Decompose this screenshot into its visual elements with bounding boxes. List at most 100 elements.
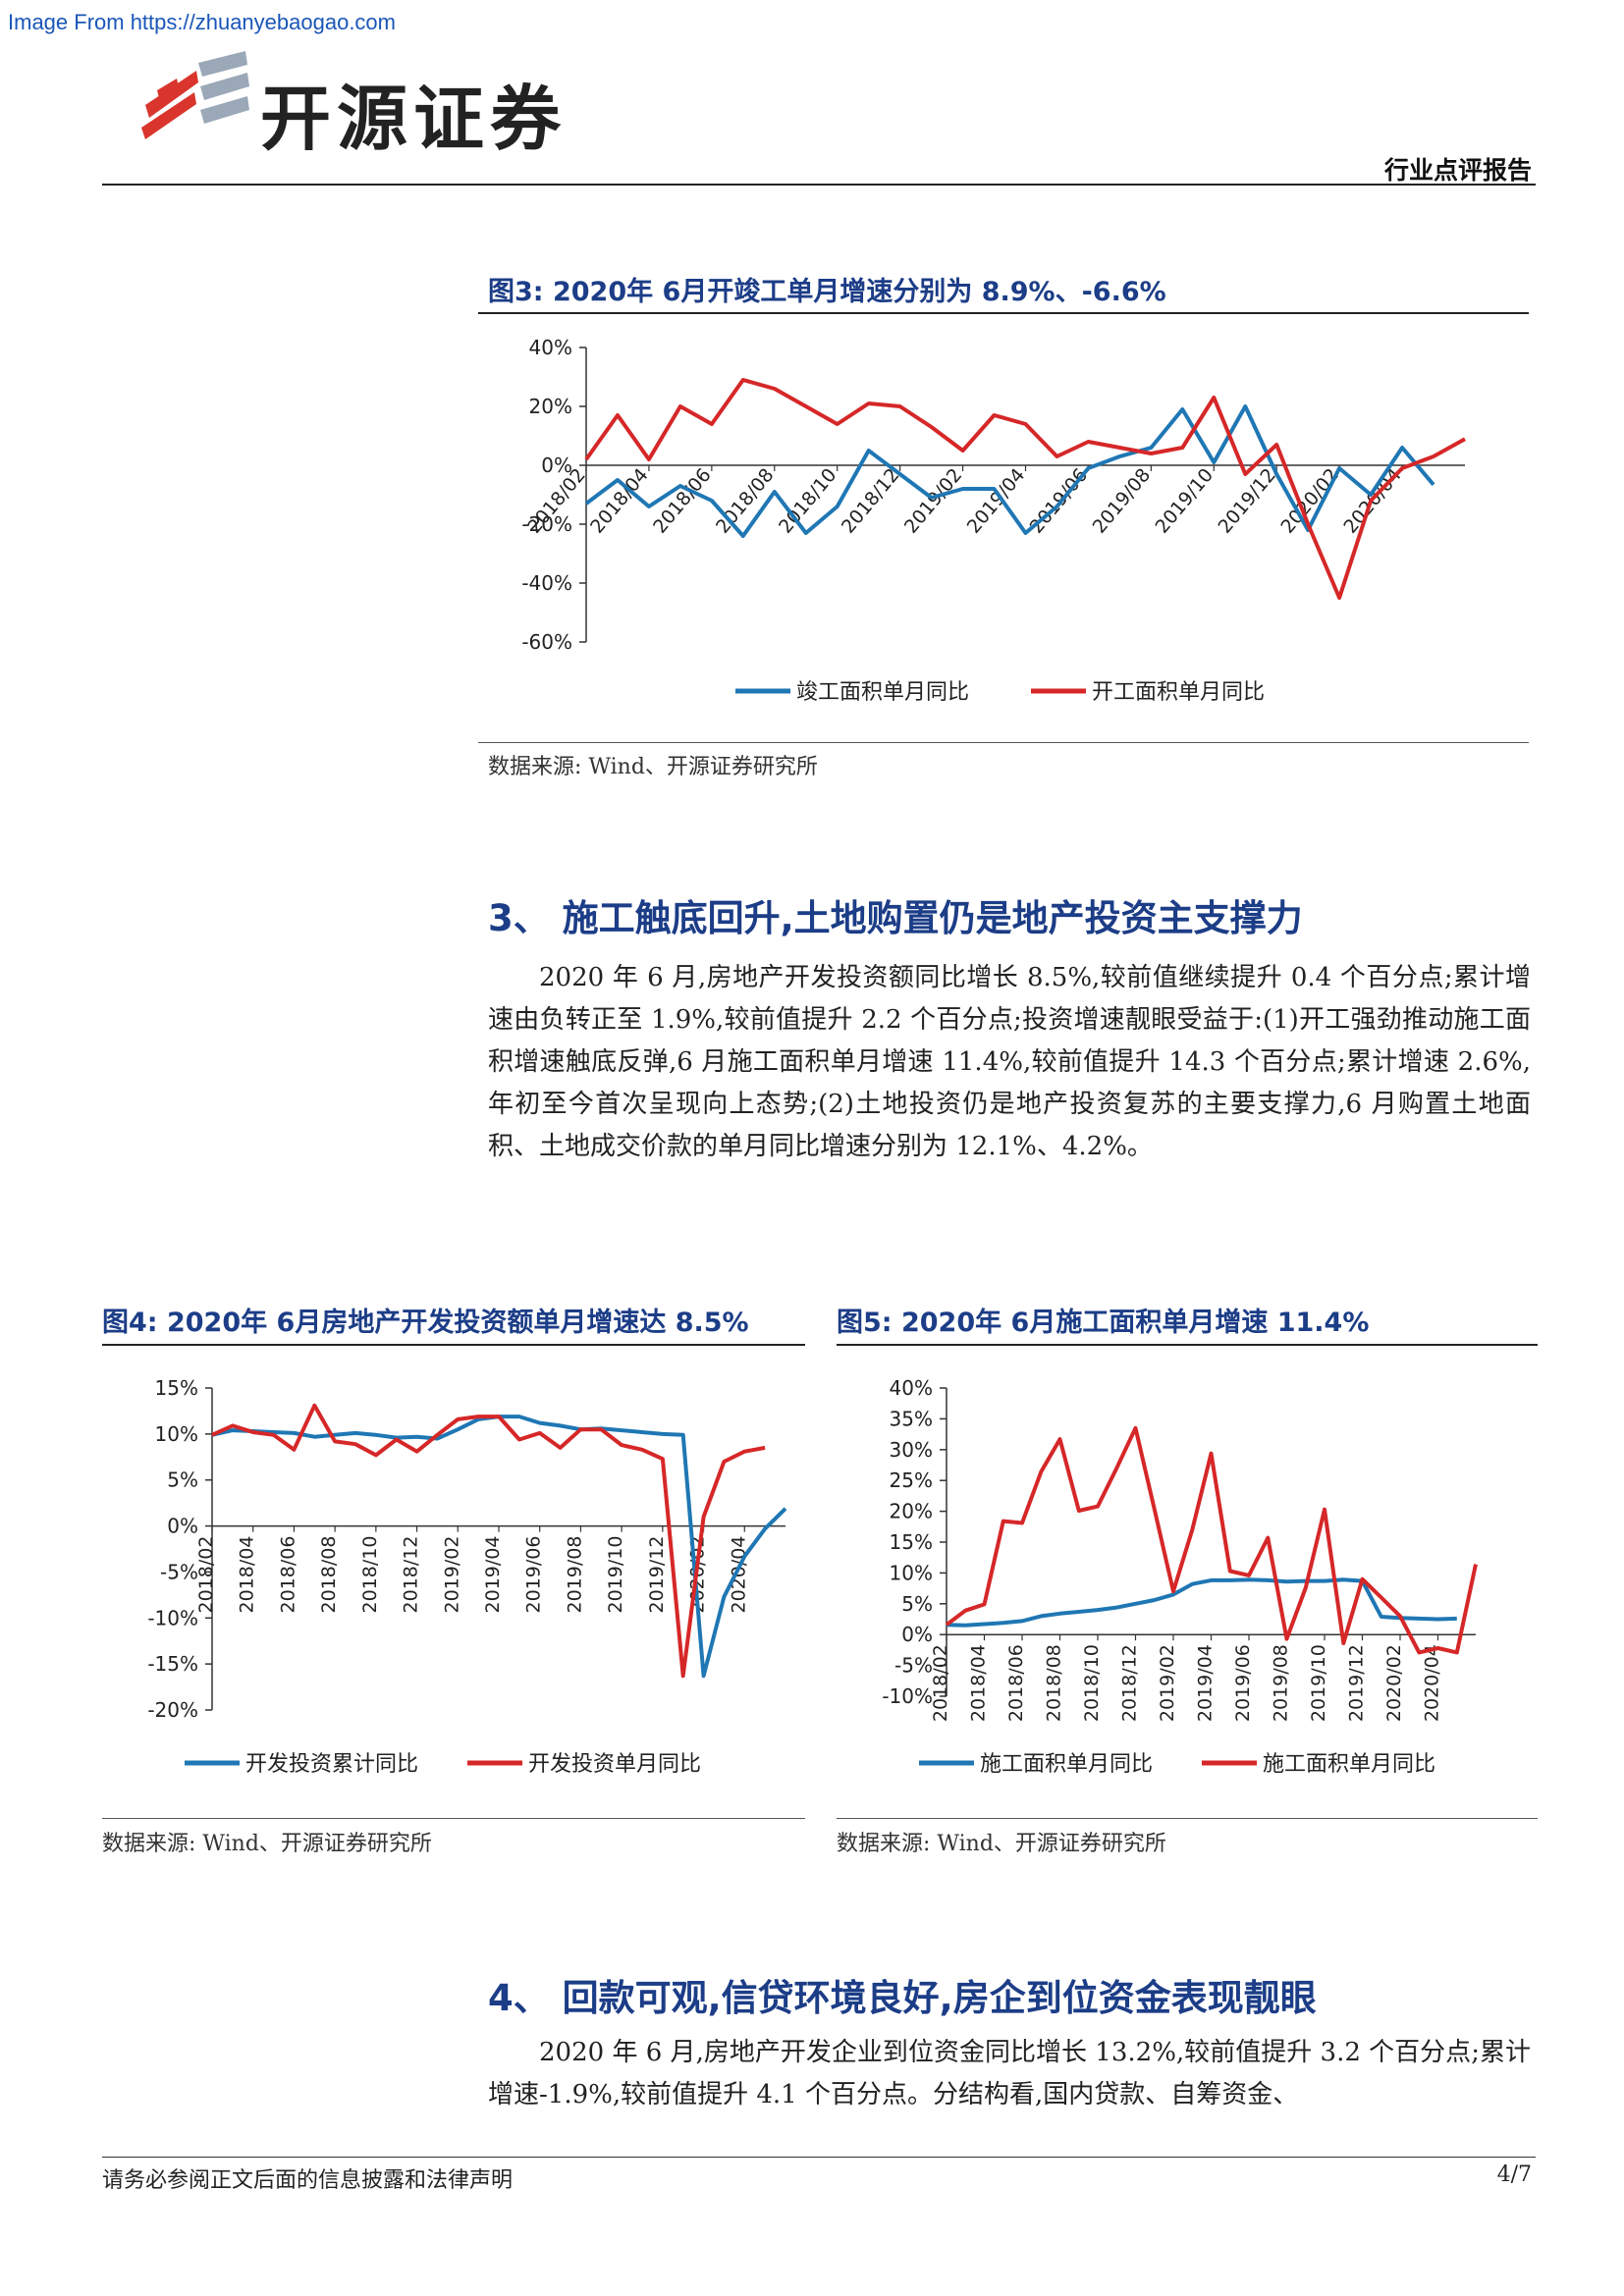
x-tick-label: 2019/04	[1195, 1644, 1217, 1722]
brand-name: 开源证券	[260, 78, 568, 160]
y-tick-label: -5%	[894, 1654, 933, 1678]
y-tick-label: 40%	[890, 1376, 933, 1400]
y-tick-label: 15%	[890, 1530, 933, 1554]
figure-5-chart: 40% 35% 30% 25% 20% 15% 10% 5% 0% -5% -10%2018/02 2…	[882, 1376, 1478, 1777]
figure-4-source: 数据来源: Wind、开源证券研究所	[102, 1832, 432, 1856]
brand-logo-icon	[141, 51, 249, 139]
x-tick-label: 2019/08	[1271, 1644, 1292, 1722]
x-tick-label: 2018/10	[359, 1536, 381, 1614]
x-tick-label: 2018/04	[968, 1644, 990, 1722]
figure-5-source: 数据来源: Wind、开源证券研究所	[837, 1832, 1166, 1856]
x-tick-label: 2018/08	[1044, 1644, 1065, 1722]
figure-3-bottom-rule	[478, 742, 1529, 743]
legend-label: 开发投资单月同比	[528, 1752, 701, 1777]
legend-item: 施工面积单月同比	[919, 1752, 1153, 1777]
x-tick-label: 2019/02	[900, 464, 967, 538]
legend-label: 开工面积单月同比	[1092, 680, 1265, 705]
y-tick-label: 15%	[155, 1376, 198, 1400]
y-tick-label: -10%	[147, 1606, 198, 1629]
y-tick-label: 0%	[167, 1515, 198, 1538]
series-line-blue	[584, 404, 1435, 538]
x-tick-label: 2019/10	[1308, 1644, 1329, 1722]
x-tick-label: 2018/12	[838, 464, 904, 538]
x-tick-label: 2018/04	[237, 1536, 258, 1614]
x-tick-label: 2019/10	[605, 1536, 626, 1614]
watermark-text: Image From https://zhuanyebaogao.com	[8, 10, 396, 34]
section-4-text: 2020 年 6 月,房地产开发企业到位资金同比增长 13.2%,较前值提升 3…	[488, 2038, 1531, 2109]
section-3-text: 2020 年 6 月,房地产开发投资额同比增长 8.5%,较前值继续提升 0.4…	[488, 963, 1531, 1161]
y-tick-label: 35%	[890, 1407, 933, 1430]
x-tick-label: 2019/04	[482, 1536, 504, 1614]
series-line-blue	[946, 1577, 1457, 1628]
footer-divider	[102, 2157, 1536, 2158]
legend-item: 开发投资累计同比	[185, 1752, 418, 1777]
y-tick-label: 5%	[901, 1592, 933, 1616]
legend-item: 竣工面积单月同比	[735, 680, 969, 705]
y-tick-label: 40%	[529, 336, 572, 359]
axes: 15% 10% 5% 0% -5% -10% -15% -20% 2018/02 2018/04 2…	[147, 1376, 785, 1722]
figure-5-bottom-rule	[837, 1818, 1538, 1819]
section-4-paragraph: 2020 年 6 月,房地产开发企业到位资金同比增长 13.2%,较前值提升 3…	[488, 2032, 1531, 2116]
x-tick-label: 2019/12	[1214, 464, 1280, 538]
x-tick-label: 2018/02	[195, 1536, 217, 1614]
axes: 40%20%0%-20%-40%-60%2018/022018/042018/0…	[521, 336, 1465, 654]
report-type: 行业点评报告	[1383, 156, 1532, 185]
y-tick-label: -15%	[147, 1652, 198, 1676]
x-tick-label: 2019/10	[1152, 464, 1218, 538]
y-tick-label: 10%	[155, 1422, 198, 1446]
y-tick-label: 10%	[890, 1561, 933, 1584]
series-line-red	[945, 1425, 1478, 1655]
x-tick-label: 2018/12	[401, 1536, 422, 1614]
section-3-heading: 3、 施工触底回升,土地购置仍是地产投资主支撑力	[488, 897, 1303, 939]
y-tick-label: 0%	[541, 454, 572, 477]
figure-4-title-rule	[102, 1344, 805, 1346]
x-tick-label: 2019/08	[564, 1536, 585, 1614]
header-divider	[102, 184, 1536, 186]
x-tick-label: 2018/10	[1081, 1644, 1103, 1722]
y-tick-label: 5%	[167, 1468, 198, 1492]
y-tick-label: 20%	[529, 395, 572, 418]
x-tick-label: 2019/02	[1157, 1644, 1178, 1722]
y-tick-label: -40%	[521, 571, 572, 595]
x-tick-label: 2018/06	[1005, 1644, 1027, 1722]
x-tick-label: 2019/06	[523, 1536, 545, 1614]
y-tick-label: 25%	[890, 1468, 933, 1492]
series-line-red	[584, 378, 1466, 600]
figure-5-title-rule	[837, 1344, 1538, 1346]
section-4-heading: 4、 回款可观,信贷环境良好,房企到位资金表现靓眼	[488, 1977, 1317, 2019]
x-tick-label: 2018/10	[775, 464, 841, 538]
figure-5-title: 图5: 2020年 6月施工面积单月增速 11.4%	[837, 1308, 1370, 1338]
x-tick-label: 2020/04	[728, 1536, 749, 1614]
x-tick-label: 2018/06	[277, 1536, 298, 1614]
y-tick-label: -20%	[521, 512, 572, 536]
figure-3-title-rule	[478, 312, 1529, 314]
y-tick-label: -5%	[160, 1560, 198, 1583]
x-tick-label: 2020/04	[1422, 1644, 1443, 1722]
figure-4-bottom-rule	[102, 1818, 805, 1819]
figure-4-chart: 15% 10% 5% 0% -5% -10% -15% -20% 2018/02 2018/04 2…	[147, 1376, 787, 1777]
x-tick-label: 2018/02	[930, 1644, 951, 1722]
y-tick-label: -20%	[147, 1698, 198, 1722]
axes: 40% 35% 30% 25% 20% 15% 10% 5% 0% -5% -10%2018/02 2…	[882, 1376, 1476, 1722]
x-tick-label: 2019/06	[1232, 1644, 1254, 1722]
x-tick-label: 2018/08	[318, 1536, 340, 1614]
series-line-red	[211, 1403, 766, 1679]
x-tick-label: 2019/12	[646, 1536, 668, 1614]
figure-4-title: 图4: 2020年 6月房地产开发投资额单月增速达 8.5%	[102, 1308, 749, 1338]
legend-label: 施工面积单月同比	[980, 1752, 1153, 1777]
y-tick-label: 0%	[901, 1623, 933, 1646]
x-tick-label: 2020/02	[1383, 1644, 1405, 1722]
y-tick-label: 30%	[890, 1438, 933, 1462]
legend-label: 竣工面积单月同比	[796, 680, 969, 705]
figure-3-source: 数据来源: Wind、开源证券研究所	[488, 755, 818, 779]
legend-item: 施工面积单月同比	[1202, 1752, 1435, 1777]
figure-3-chart: 40%20%0%-20%-40%-60%2018/022018/042018/0…	[521, 336, 1466, 705]
legend-item: 开工面积单月同比	[1031, 680, 1265, 705]
x-tick-label: 2019/08	[1089, 464, 1156, 538]
section-3-paragraph: 2020 年 6 月,房地产开发投资额同比增长 8.5%,较前值继续提升 0.4…	[488, 957, 1531, 1168]
legend-label: 施工面积单月同比	[1263, 1752, 1435, 1777]
y-tick-label: 20%	[890, 1500, 933, 1523]
y-tick-label: -60%	[521, 630, 572, 654]
legend-item: 开发投资单月同比	[467, 1752, 701, 1777]
x-tick-label: 2018/12	[1119, 1644, 1141, 1722]
